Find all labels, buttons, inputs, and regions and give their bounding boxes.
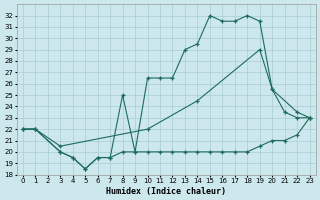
X-axis label: Humidex (Indice chaleur): Humidex (Indice chaleur) [106,187,226,196]
